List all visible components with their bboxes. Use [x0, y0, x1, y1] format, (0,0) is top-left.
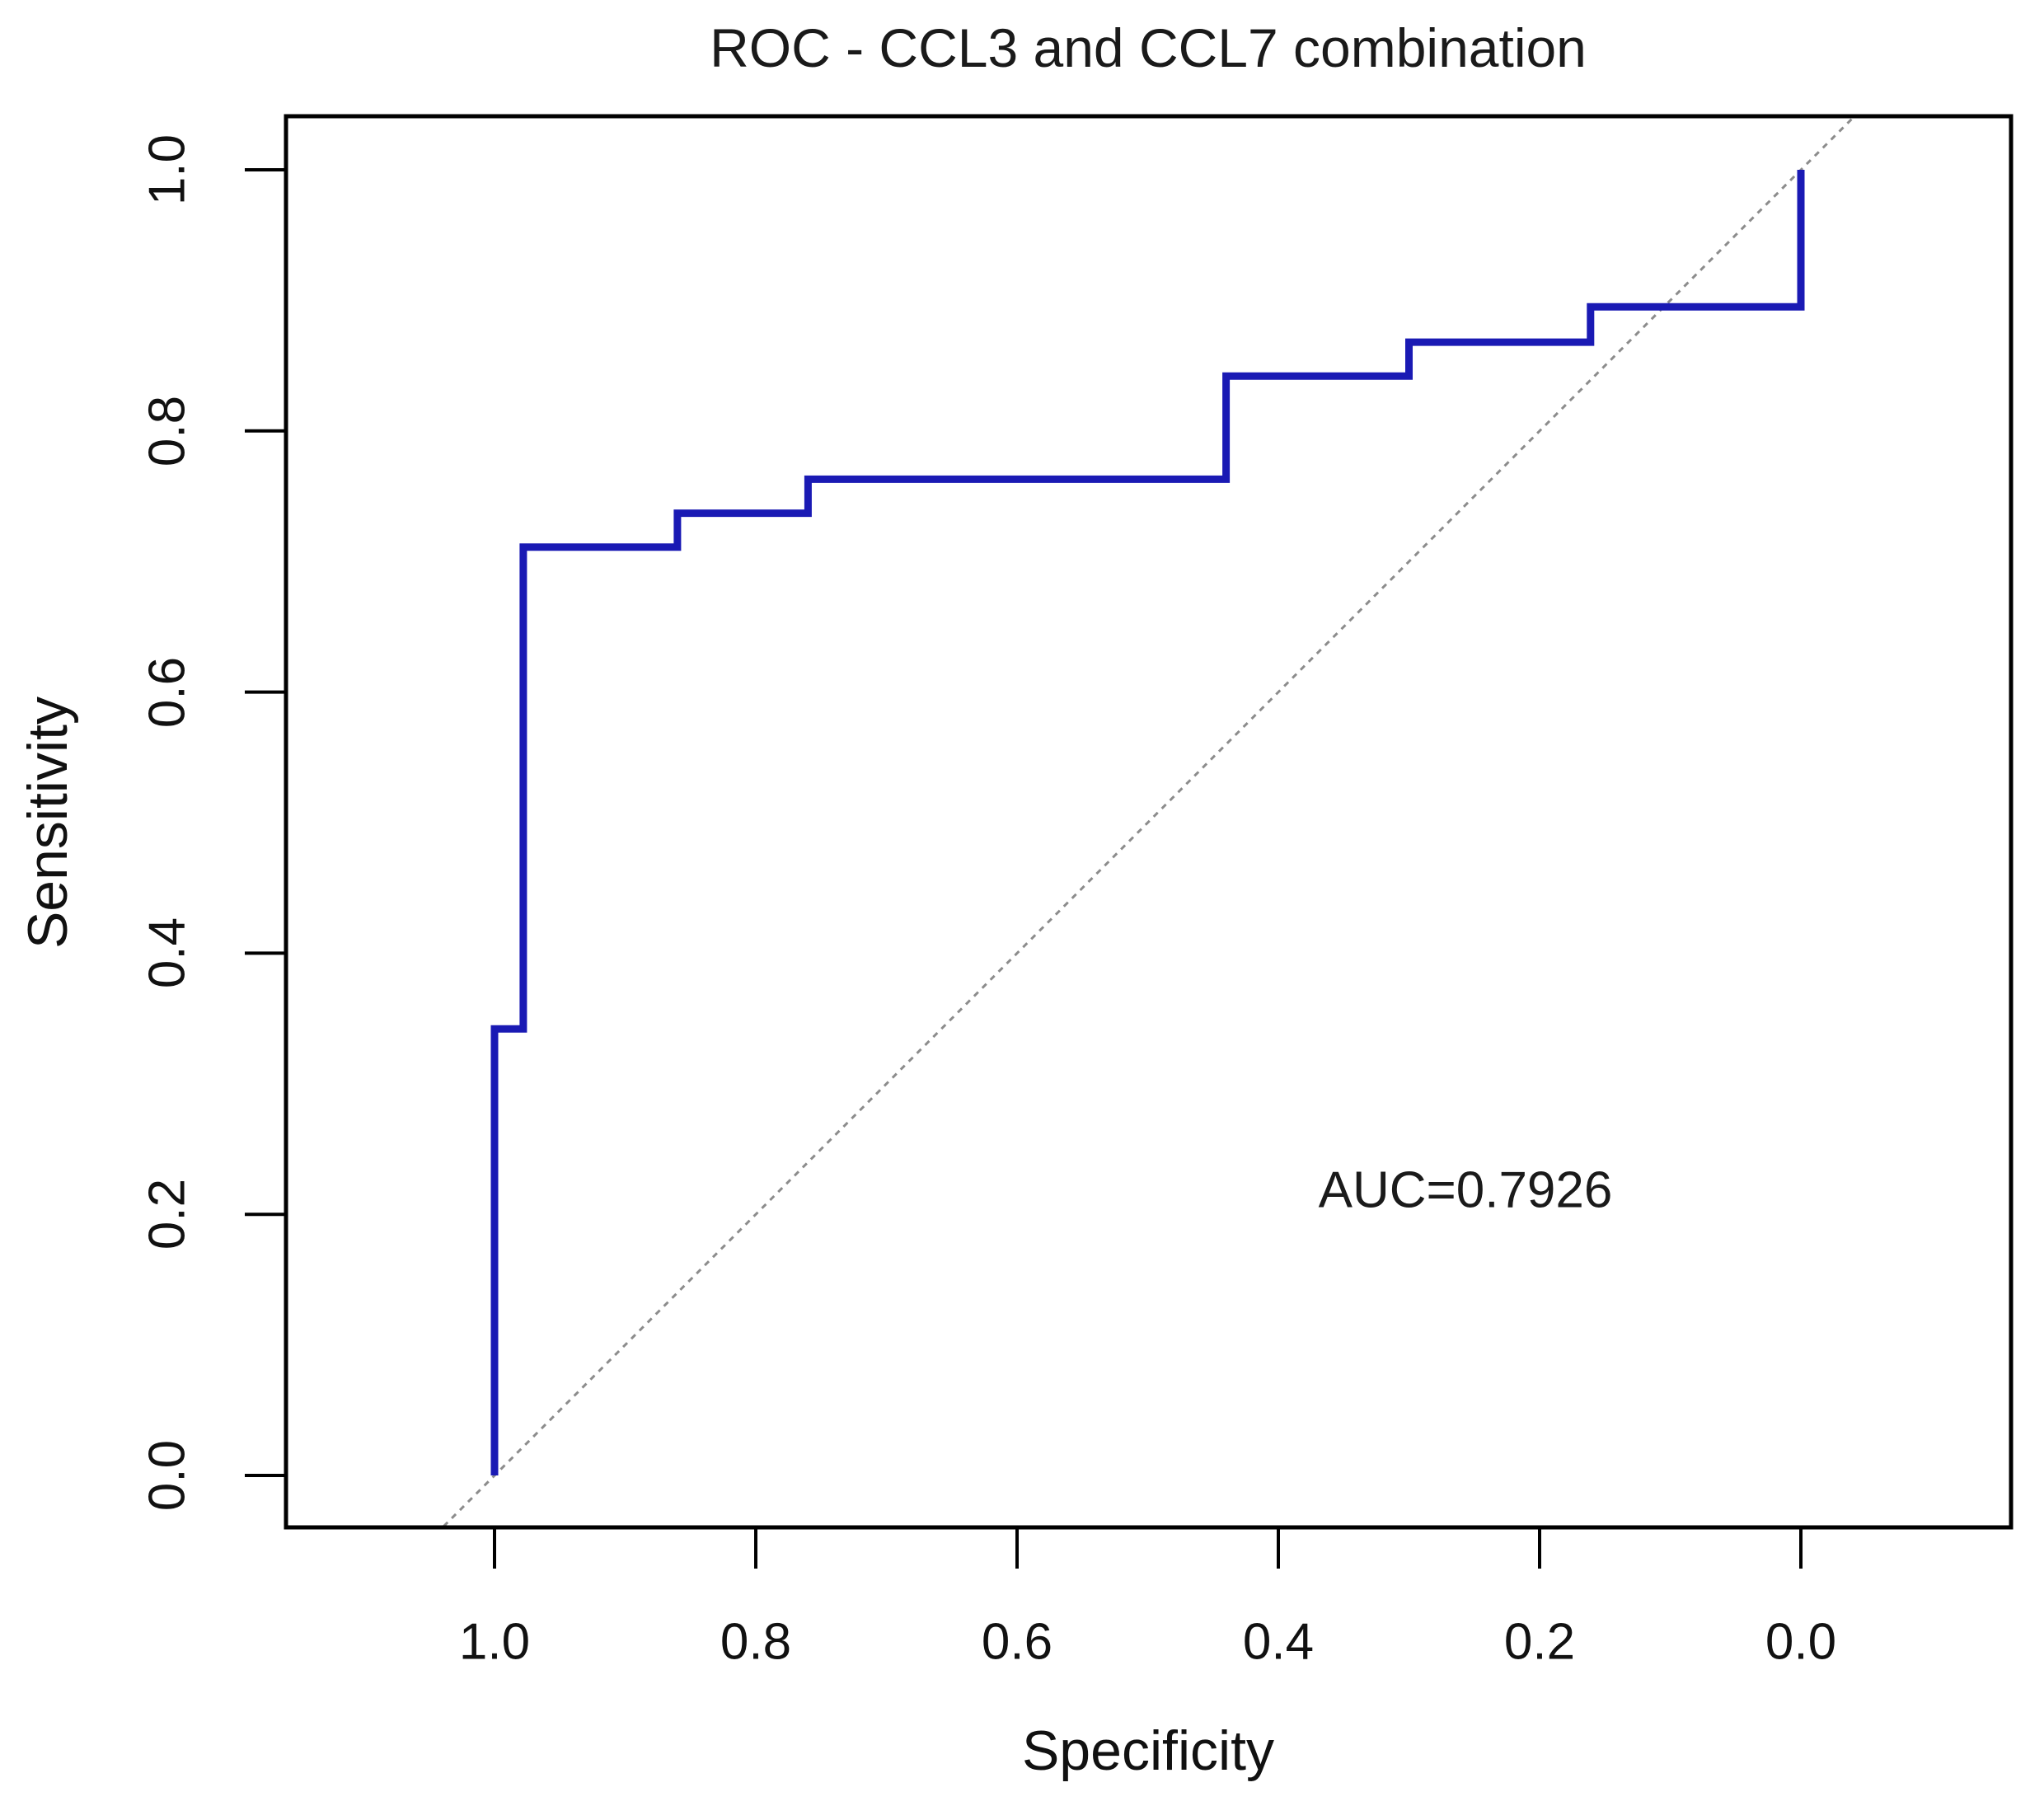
x-tick-label: 0.6	[981, 1613, 1053, 1671]
chart-title: ROC - CCL3 and CCL7 combination	[710, 17, 1587, 78]
y-tick-label: 0.2	[138, 1179, 196, 1250]
chance-diagonal-line	[443, 115, 1856, 1527]
y-tick-label: 0.6	[138, 656, 196, 728]
y-tick-label: 1.0	[138, 134, 196, 206]
x-tick-label: 0.0	[1765, 1613, 1837, 1671]
y-tick-label: 0.8	[138, 395, 196, 467]
y-tick-label: 0.4	[138, 917, 196, 989]
x-tick-label: 1.0	[458, 1613, 531, 1671]
auc-annotation: AUC=0.7926	[1318, 1161, 1613, 1219]
x-tick-label: 0.8	[720, 1613, 792, 1671]
x-axis-title: Specificity	[1021, 1719, 1275, 1782]
y-axis-title: Sensitivity	[16, 696, 79, 950]
roc-curve	[490, 170, 1805, 1475]
axis-ticks	[245, 168, 1803, 1569]
x-tick-label: 0.4	[1242, 1613, 1315, 1671]
x-tick-label: 0.2	[1503, 1613, 1576, 1671]
y-tick-label: 0.0	[138, 1439, 196, 1512]
plot-border-box	[284, 114, 2014, 1530]
